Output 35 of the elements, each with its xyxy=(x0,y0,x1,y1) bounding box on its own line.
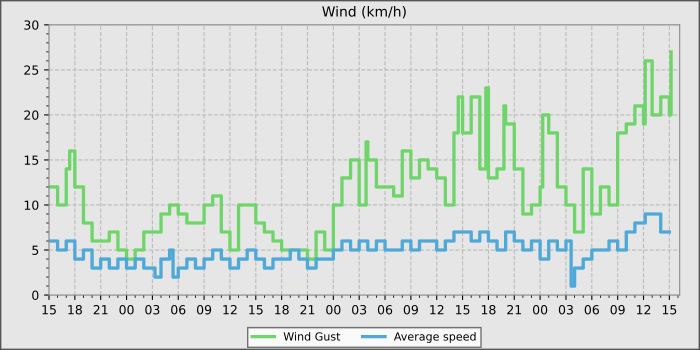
chart-title: Wind (km/h) xyxy=(322,6,406,18)
x-tick-label: 12 xyxy=(223,304,237,314)
y-tick-label: 30 xyxy=(24,20,38,30)
x-tick-label: 21 xyxy=(94,304,108,314)
x-tick-label: 18 xyxy=(68,304,82,314)
x-tick-label: 18 xyxy=(482,304,496,314)
y-tick-label: 5 xyxy=(32,246,38,255)
x-tick-label: 06 xyxy=(378,304,392,314)
x-tick-label: 15 xyxy=(456,305,470,314)
y-tick-label: 0 xyxy=(32,290,38,300)
x-tick-label: 06 xyxy=(171,304,186,314)
x-tick-label: 15 xyxy=(662,305,676,314)
x-tick-label: 21 xyxy=(507,304,522,314)
x-tick-label: 00 xyxy=(326,304,340,314)
x-tick-label: 15 xyxy=(42,305,56,314)
legend-label: Wind Gust xyxy=(284,332,340,341)
x-tick-label: 12 xyxy=(636,304,650,314)
x-tick-label: 18 xyxy=(275,304,289,314)
x-tick-label: 09 xyxy=(404,304,418,314)
x-tick-label: 03 xyxy=(145,304,160,314)
x-tick-label: 06 xyxy=(584,304,599,314)
x-tick-label: 15 xyxy=(249,305,263,314)
x-tick-label: 21 xyxy=(300,304,314,314)
x-tick-label: 03 xyxy=(352,304,366,314)
x-tick-label: 09 xyxy=(610,304,625,314)
y-tick-label: 15 xyxy=(24,156,38,165)
y-tick-label: 25 xyxy=(24,65,38,75)
x-tick-label: 00 xyxy=(119,304,134,314)
legend-label: Average speed xyxy=(394,332,476,343)
x-tick-label: 12 xyxy=(430,304,444,314)
x-tick-label: 00 xyxy=(532,304,548,314)
x-tick-label: 09 xyxy=(196,304,212,314)
y-tick-label: 10 xyxy=(24,200,38,210)
y-tick-label: 20 xyxy=(24,110,38,120)
x-tick-label: 03 xyxy=(558,304,573,314)
